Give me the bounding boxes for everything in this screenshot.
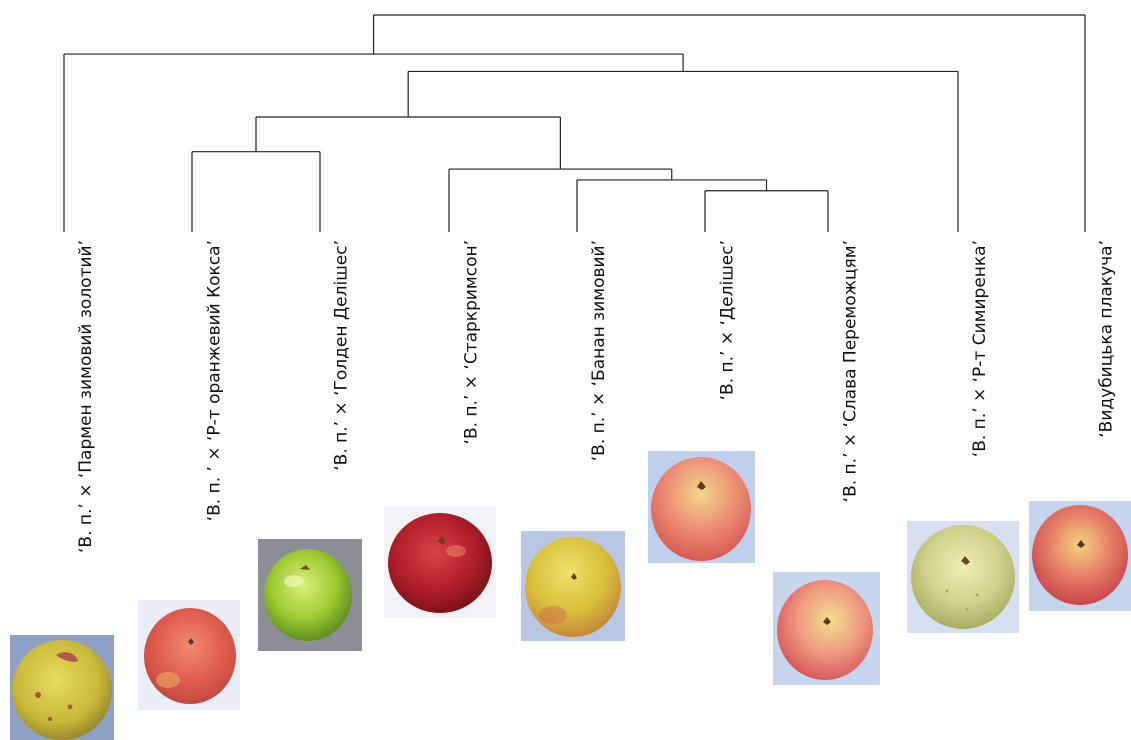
leaf-label: ‘Видубицька плакуча’	[1097, 240, 1117, 438]
leaf-label-wrap: ‘В. п. ’ × ‘Р-т оранжевий Кокса’	[180, 240, 224, 521]
apple-photo-koksa	[138, 600, 240, 710]
apple-photo-vydubytska	[1029, 501, 1131, 611]
leaf-label-wrap: ‘В. п.’ × ‘Голден Делішес’	[308, 240, 352, 471]
leaf-label: ‘В. п.’ × ‘Голден Делішес’	[332, 240, 352, 471]
leaf-label-wrap: ‘В. п.’ × ‘Слава Переможцям’	[816, 240, 860, 502]
apple-photo-starkrimson	[384, 507, 496, 618]
leaf-label-wrap: ‘В. п.’ × ‘Р-т Симиренка’	[946, 240, 990, 457]
apple-photo-golden	[258, 539, 362, 651]
apple-photo-slava	[773, 572, 880, 685]
leaf-label: ‘В. п. ’ × ‘Р-т оранжевий Кокса’	[204, 240, 224, 522]
apple-photo-parmen	[10, 635, 114, 740]
leaf-label: ‘В. п.’ × ‘Пармен зимовий золотий’	[76, 240, 96, 553]
leaf-label-wrap: ‘В. п.’ × ‘Банан зимовий’	[565, 240, 609, 461]
leaf-label-wrap: ‘В. п.’ × ‘Пармен зимовий золотий’	[52, 240, 96, 553]
leaf-label-wrap: ‘В. п.’ × ‘Старкримсон’	[437, 240, 481, 444]
leaf-label: ‘В. п.’ × ‘Банан зимовий’	[589, 240, 609, 462]
apple-photo-symyrenko	[907, 521, 1019, 633]
apple-photo-delishes	[648, 451, 755, 563]
leaf-label: ‘В. п.’ × ‘Слава Переможцям’	[840, 240, 860, 503]
leaf-label: ‘В. п.’ × ‘Р-т Симиренка’	[970, 240, 990, 458]
leaf-label: ‘В. п.’ × ‘Делішес’	[717, 240, 737, 401]
leaf-label-wrap: ‘В. п.’ × ‘Делішес’	[693, 240, 737, 400]
leaf-label-wrap: ‘Видубицька плакуча’	[1073, 240, 1117, 438]
apple-photo-banan	[521, 531, 625, 641]
leaf-label: ‘В. п.’ × ‘Старкримсон’	[461, 240, 481, 445]
